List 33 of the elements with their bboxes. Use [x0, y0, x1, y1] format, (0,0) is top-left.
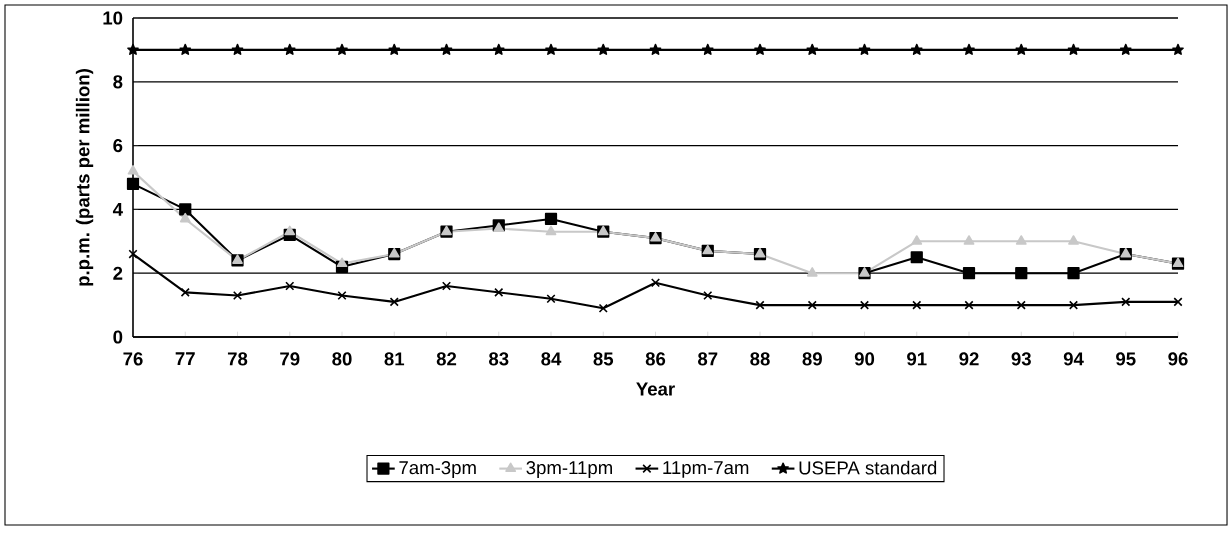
x-tick-label: 86 [645, 352, 666, 366]
x-tick-label: 90 [854, 352, 875, 366]
x-tick-label: 82 [436, 352, 457, 366]
x-tick-label: 96 [1168, 352, 1188, 366]
x-tick-label: 83 [489, 352, 509, 366]
legend-label: 3pm-11pm [526, 461, 612, 478]
y-tick-label: 0 [113, 330, 123, 344]
y-tick-label: 10 [103, 11, 123, 25]
x-tick-label: 87 [698, 352, 718, 366]
x-tick-label: 88 [750, 352, 770, 366]
x-tick-label: 84 [541, 352, 562, 366]
x-tick-label: 95 [1116, 352, 1136, 366]
x-tick-label: 81 [384, 352, 405, 366]
x-tick-label: 78 [227, 352, 248, 366]
x-tick-label: 77 [175, 352, 195, 366]
y-tick-label: 4 [112, 203, 123, 216]
legend-label: 11pm-7am [663, 461, 749, 478]
y-tick-label: 2 [113, 266, 123, 280]
x-tick-label: 93 [1011, 352, 1031, 366]
y-tick-label: 8 [113, 75, 123, 89]
x-tick-label: 92 [959, 352, 979, 366]
x-tick-label: 91 [907, 352, 927, 366]
legend-label: 7am-3pm [399, 461, 476, 478]
y-axis-title: p.p.m. (parts per million) [75, 69, 94, 286]
x-tick-label: 94 [1063, 352, 1084, 366]
x-axis-title: Year [636, 382, 675, 396]
x-tick-label: 80 [332, 352, 352, 366]
y-tick-label: 6 [113, 139, 123, 153]
x-tick-label: 79 [280, 352, 300, 366]
x-tick-label: 89 [802, 352, 822, 366]
x-tick-label: 85 [593, 352, 614, 366]
x-tick-label: 76 [123, 352, 143, 366]
legend-label: USEPA standard [799, 460, 937, 475]
